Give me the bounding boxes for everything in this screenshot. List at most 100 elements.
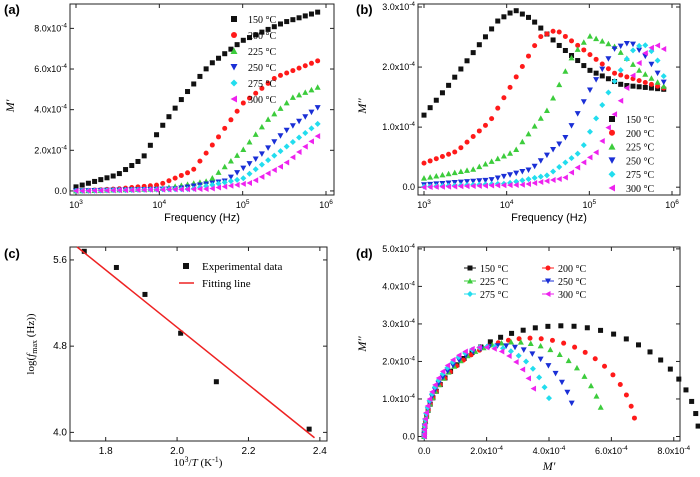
- data-point: [513, 146, 520, 153]
- data-point: [446, 151, 452, 157]
- data-point: [568, 400, 575, 407]
- data-point: [494, 182, 501, 189]
- data-point: [302, 63, 308, 69]
- data-point: [527, 335, 533, 341]
- data-point: [265, 157, 272, 164]
- panel-c-y-axis-label: log(fmax (Hz)): [25, 313, 39, 374]
- data-point: [545, 323, 551, 329]
- data-point: [73, 184, 79, 190]
- legend-entry: 275 °C: [626, 170, 654, 181]
- data-point: [154, 132, 160, 138]
- data-point: [513, 181, 519, 188]
- panel-d-series: [421, 323, 700, 440]
- data-point: [571, 323, 577, 329]
- data-point: [160, 122, 166, 128]
- data-point: [500, 173, 507, 180]
- data-point: [247, 95, 253, 101]
- data-point: [537, 115, 544, 121]
- data-point: [427, 105, 433, 111]
- data-point: [153, 186, 160, 193]
- data-point: [476, 163, 483, 170]
- data-point: [562, 174, 568, 181]
- data-point: [277, 72, 283, 78]
- legend-marker: [608, 184, 615, 192]
- data-point: [439, 374, 446, 381]
- data-point: [507, 150, 514, 156]
- data-point: [271, 76, 277, 82]
- data-point: [529, 365, 536, 372]
- data-point: [599, 137, 605, 144]
- data-point: [91, 187, 98, 194]
- data-point: [129, 163, 135, 169]
- data-point: [427, 174, 434, 180]
- y-tick-label: 4.0x10-4: [34, 104, 67, 115]
- legend-marker: [183, 263, 189, 269]
- data-point: [265, 26, 271, 32]
- data-point: [611, 46, 618, 52]
- data-point: [511, 344, 518, 351]
- data-point: [660, 79, 667, 86]
- data-point: [599, 101, 606, 108]
- data-point: [470, 50, 476, 56]
- panel-c-legend: Experimental data Fitting line: [179, 261, 282, 290]
- data-point: [221, 163, 228, 170]
- data-point: [240, 165, 247, 172]
- data-point: [558, 379, 565, 386]
- data-point: [470, 166, 477, 172]
- x-tick-label: 0.0: [418, 446, 431, 456]
- data-point: [147, 142, 153, 148]
- data-point: [191, 81, 197, 87]
- data-point: [531, 123, 538, 129]
- data-point: [289, 94, 296, 100]
- data-point: [568, 123, 575, 129]
- data-point: [265, 145, 272, 151]
- data-point: [586, 33, 593, 39]
- data-point: [593, 70, 599, 76]
- data-point: [562, 47, 568, 53]
- legend-marker: [609, 129, 615, 136]
- panel-b-x-axis-label: Frequency (Hz): [511, 212, 587, 224]
- data-point: [537, 178, 544, 185]
- data-point: [308, 138, 314, 145]
- data-point: [642, 71, 649, 77]
- data-point: [277, 163, 283, 170]
- data-point: [315, 9, 321, 15]
- data-point: [508, 339, 515, 345]
- legend-entry: 200 °C: [248, 31, 276, 42]
- data-point: [513, 74, 519, 80]
- legend-entry: 250 °C: [248, 63, 276, 74]
- data-point: [503, 343, 510, 349]
- data-point: [556, 42, 562, 48]
- data-point: [516, 336, 522, 342]
- data-point: [476, 178, 483, 184]
- data-point: [654, 42, 661, 49]
- data-point: [85, 187, 91, 194]
- data-point: [556, 29, 562, 35]
- data-point: [636, 67, 643, 73]
- data-point: [562, 134, 569, 141]
- data-point: [421, 426, 427, 433]
- data-point: [476, 344, 482, 351]
- data-point: [222, 125, 228, 131]
- data-point: [636, 47, 643, 54]
- panel-a-frame: [69, 3, 335, 196]
- data-point: [617, 43, 624, 50]
- data-point: [271, 24, 277, 30]
- data-point: [683, 387, 689, 393]
- data-point: [550, 95, 557, 101]
- data-point: [498, 334, 504, 340]
- data-point: [421, 421, 428, 428]
- legend-marker: [231, 16, 237, 22]
- data-point: [265, 116, 272, 122]
- data-point: [574, 150, 581, 157]
- data-point: [259, 85, 265, 91]
- panel-a-label: (a): [4, 2, 20, 17]
- data-point: [517, 339, 524, 345]
- data-point: [122, 187, 129, 194]
- x-tick-label: 103: [69, 199, 83, 210]
- data-point: [427, 184, 433, 191]
- data-point: [618, 72, 624, 78]
- data-point: [92, 178, 98, 184]
- data-point: [228, 46, 234, 52]
